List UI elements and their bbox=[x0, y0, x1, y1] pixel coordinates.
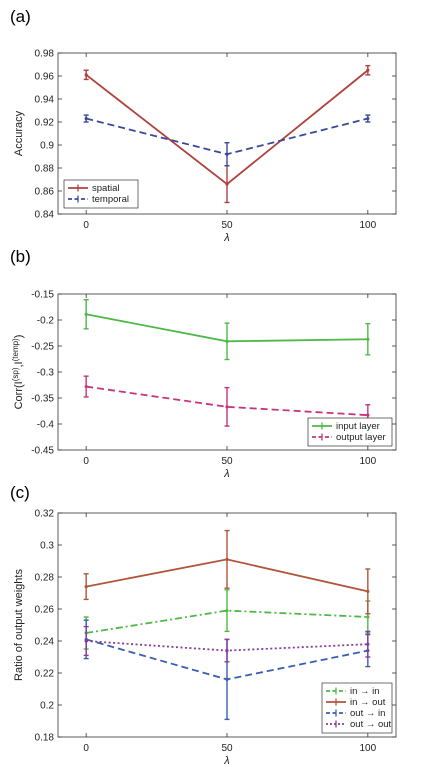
data-point bbox=[366, 116, 370, 121]
legend-label: output layer bbox=[336, 432, 386, 443]
series-line bbox=[86, 385, 368, 417]
legend-label: temporal bbox=[92, 194, 129, 205]
y-label-superscript: (temp) bbox=[11, 338, 20, 361]
data-point bbox=[84, 73, 88, 77]
series-line bbox=[86, 609, 368, 634]
data-point bbox=[225, 677, 229, 682]
x-axis-label: λ bbox=[223, 232, 229, 244]
x-tick-label: 50 bbox=[221, 220, 233, 231]
series-1 bbox=[83, 299, 371, 361]
data-point bbox=[84, 116, 88, 121]
legend-label: spatial bbox=[92, 183, 119, 194]
series-2 bbox=[83, 529, 371, 615]
data-point bbox=[225, 649, 229, 653]
legend-label: input layer bbox=[336, 421, 380, 432]
y-label-superscript: (sp) bbox=[11, 367, 20, 381]
y-tick-label: -0.45 bbox=[31, 446, 54, 457]
x-tick-label: 100 bbox=[359, 743, 376, 754]
panel-label: (a) bbox=[10, 7, 31, 26]
panel-label: (c) bbox=[10, 483, 30, 502]
y-tick-label: 0.92 bbox=[35, 118, 55, 129]
x-tick-label: 0 bbox=[83, 743, 89, 754]
series-4 bbox=[83, 625, 371, 663]
legend-label: out → out bbox=[350, 719, 392, 730]
legend-box bbox=[63, 179, 139, 209]
chart-panel-1: (a) 0.84 0.86 0.88 0.9 0.92 0.94 0.96 0.98 0 50 100… bbox=[10, 7, 397, 244]
x-tick-label: 0 bbox=[83, 220, 89, 231]
y-tick-label: -0.15 bbox=[31, 290, 54, 301]
y-tick-label: -0.2 bbox=[37, 316, 55, 327]
data-point bbox=[84, 312, 88, 316]
legend-label: out → in bbox=[350, 708, 385, 719]
data-point bbox=[366, 337, 370, 341]
data-point bbox=[225, 405, 229, 409]
data-point bbox=[225, 152, 229, 156]
y-tick-label: 0.98 bbox=[35, 49, 55, 60]
y-tick-label: 0.94 bbox=[35, 95, 55, 106]
y-tick-label: 0.22 bbox=[35, 669, 55, 680]
x-axis-label: λ bbox=[223, 755, 229, 767]
y-tick-label: 0.84 bbox=[35, 210, 55, 221]
data-point bbox=[366, 589, 370, 594]
x-tick-label: 100 bbox=[359, 456, 376, 467]
y-tick-label: 0.2 bbox=[40, 701, 54, 712]
y-axis-label: Ratio of output weights bbox=[13, 569, 25, 681]
data-point bbox=[225, 609, 229, 613]
x-tick-label: 50 bbox=[221, 743, 233, 754]
data-point bbox=[84, 384, 88, 389]
data-point bbox=[225, 182, 229, 186]
y-tick-label: -0.3 bbox=[37, 368, 55, 379]
y-tick-label: 0.9 bbox=[40, 141, 54, 152]
y-tick-label: -0.35 bbox=[31, 394, 54, 405]
y-tick-label: 0.28 bbox=[35, 573, 55, 584]
data-point bbox=[366, 413, 370, 417]
legend-label: in → in bbox=[350, 686, 380, 697]
y-tick-label: -0.25 bbox=[31, 342, 54, 353]
y-tick-label: 0.26 bbox=[35, 605, 55, 616]
data-point bbox=[84, 585, 88, 589]
series-2 bbox=[83, 114, 371, 167]
y-label-part: ,I bbox=[13, 361, 25, 367]
data-point bbox=[366, 642, 370, 646]
y-tick-label: 0.88 bbox=[35, 164, 55, 175]
data-point bbox=[366, 615, 370, 619]
y-tick-label: 0.86 bbox=[35, 187, 55, 198]
data-point bbox=[225, 557, 229, 562]
data-point bbox=[225, 339, 229, 343]
data-point bbox=[84, 639, 88, 643]
y-tick-label: 0.96 bbox=[35, 72, 55, 83]
legend-label: in → out bbox=[350, 697, 386, 708]
y-tick-label: 0.24 bbox=[35, 637, 55, 648]
y-tick-label: 0.3 bbox=[40, 541, 54, 552]
x-tick-label: 0 bbox=[83, 456, 89, 467]
y-label-part: Corr(I bbox=[13, 381, 25, 409]
y-label-part: ) bbox=[13, 335, 25, 339]
chart-panel-3: (c) 0.18 0.2 0.22 0.24 0.26 0.28 0.3 0.32 0 50 100 λ… bbox=[10, 483, 397, 767]
y-axis-label: Accuracy bbox=[13, 110, 25, 156]
chart-panel-2: (b) -0.45 -0.4 -0.35 -0.3 -0.25 -0.2 -0.15 0 50 10… bbox=[10, 247, 397, 480]
y-tick-label: 0.32 bbox=[35, 509, 55, 520]
x-axis-label: λ bbox=[223, 468, 229, 480]
x-tick-label: 100 bbox=[359, 220, 376, 231]
panel-label: (b) bbox=[10, 247, 31, 266]
x-tick-label: 50 bbox=[221, 456, 233, 467]
y-tick-label: 0.18 bbox=[35, 733, 55, 744]
data-point bbox=[366, 68, 370, 72]
y-axis-label: Corr(I(sp),I(temp)) bbox=[11, 335, 26, 410]
y-tick-label: -0.4 bbox=[37, 420, 55, 431]
